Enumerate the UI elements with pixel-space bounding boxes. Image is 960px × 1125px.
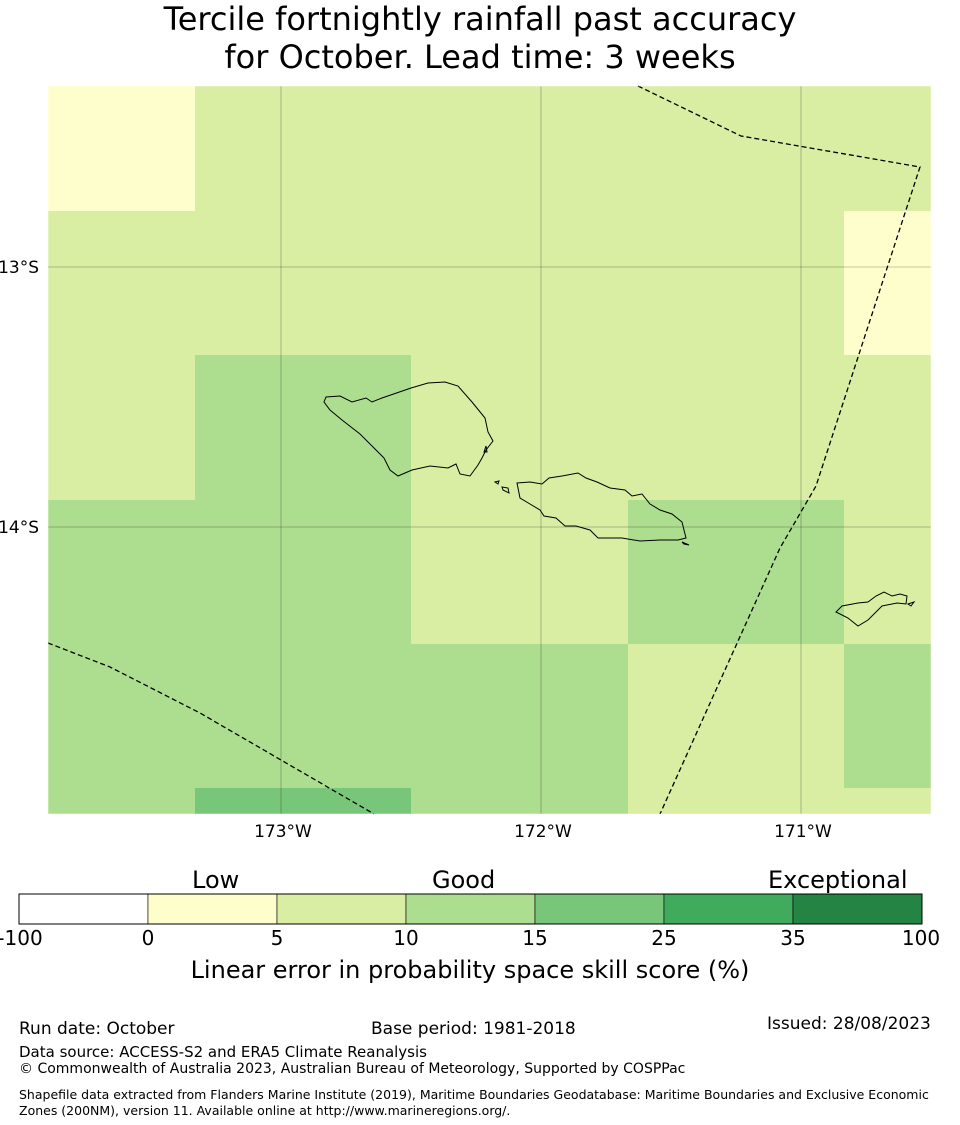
colorbar-swatch [147,893,278,925]
run-date: Run date: October [19,1019,175,1039]
colorbar-category-low: Low [192,866,240,894]
colorbar-swatch [276,893,407,925]
colorbar-tick: 5 [270,926,284,950]
eez-boundary-east [637,85,921,815]
lon-label-171w: 171°W [774,822,832,842]
eez-boundary-southwest [47,642,375,815]
island-manono [501,486,510,494]
colorbar [18,893,923,925]
colorbar-category-exceptional: Exceptional [768,866,908,894]
island-upolu [516,472,687,542]
graticule [48,86,931,814]
colorbar-swatch [18,893,149,925]
colorbar-tick: 10 [393,926,419,950]
colorbar-tick: 100 [901,926,941,950]
grid-cell-good [628,500,844,644]
coastlines [323,381,916,627]
colorbar-swatch [405,893,536,925]
grid-cell-high [195,788,411,814]
grid-cell-low [844,211,931,355]
colorbar-swatch [792,893,923,925]
colorbar-tick: -100 [0,926,43,950]
islet-manono-west [493,480,500,485]
lat-label-14s: 14°S [0,518,39,538]
eez-boundaries [47,85,921,815]
grid-cell-good [411,644,628,814]
islet-upolu-east [681,541,690,546]
map-title-line-2: for October. Lead time: 3 weeks [224,38,736,76]
grid-cell-good [48,500,195,814]
colorbar-label: Linear error in probability space skill … [190,956,750,984]
map-title-line-1: Tercile fortnightly rainfall past accura… [163,0,797,38]
colorbar-swatch [663,893,794,925]
islet-savaii-south [483,445,488,453]
issued-date: Issued: 28/08/2023 [767,1014,931,1034]
colorbar-tick: 35 [780,926,806,950]
grid-cell-low [48,86,195,211]
lat-label-13s: 13°S [0,258,39,278]
lon-label-173w: 173°W [254,822,312,842]
colorbar-outline [18,893,923,925]
colorbar-category-good: Good [432,866,496,894]
grid-cell-good [195,355,411,814]
colorbar-tick: 0 [141,926,155,950]
lon-label-172w: 172°W [514,822,572,842]
grid-cell-good [844,644,931,788]
base-period: Base period: 1981-2018 [371,1019,576,1039]
data-source: Data source: ACCESS-S2 and ERA5 Climate … [19,1043,427,1061]
shapefile-credit: Shapefile data extracted from Flanders M… [19,1087,929,1118]
map-frame [47,85,932,815]
skill-map: 173°W 172°W 171°W 13°S 14°S [0,85,932,925]
island-tutuila [835,591,908,627]
colorbar-tick: 15 [522,926,548,950]
islet-tutuila-east [906,601,916,607]
island-savaii [323,381,494,477]
copyright: © Commonwealth of Australia 2023, Austra… [19,1061,686,1077]
colorbar-tick: 25 [651,926,677,950]
colorbar-swatch [534,893,665,925]
